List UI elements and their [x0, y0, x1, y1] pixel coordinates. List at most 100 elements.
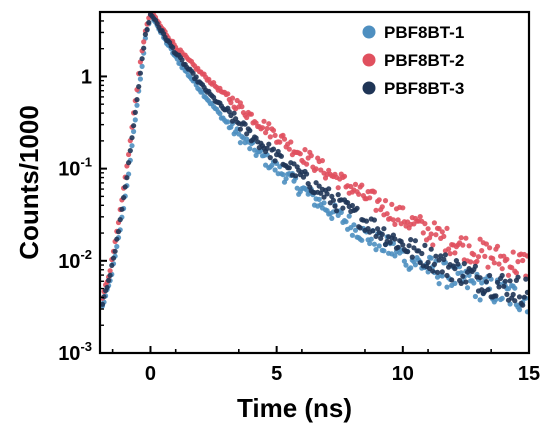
data-point: [449, 277, 455, 283]
data-point: [439, 273, 445, 279]
data-point: [446, 246, 452, 252]
data-point: [460, 273, 466, 279]
x-tick-label: 15: [518, 363, 540, 385]
data-point: [482, 253, 488, 259]
data-point: [392, 236, 398, 242]
data-point: [477, 236, 483, 242]
x-tick-label: 0: [145, 363, 156, 385]
data-point: [436, 281, 442, 287]
data-point: [132, 109, 138, 115]
data-point: [504, 291, 510, 297]
data-point: [491, 260, 497, 266]
data-point: [281, 136, 288, 142]
data-point: [137, 76, 143, 82]
data-point: [487, 245, 493, 251]
data-point: [485, 264, 491, 270]
data-point: [332, 203, 338, 209]
data-point: [136, 84, 142, 90]
data-point: [499, 295, 505, 301]
series-pbf8bt-1: [99, 13, 531, 315]
data-point: [515, 274, 521, 280]
data-point: [458, 280, 464, 286]
data-point: [468, 259, 474, 265]
series-pbf8bt-3: [99, 11, 531, 308]
data-point: [324, 191, 330, 197]
data-point: [460, 242, 466, 248]
data-point: [501, 283, 507, 289]
legend-label: PBF8BT-3: [384, 79, 464, 98]
data-point: [270, 127, 277, 133]
data-point: [434, 269, 441, 275]
data-point: [477, 275, 483, 281]
x-tick-label: 10: [392, 363, 414, 385]
data-point: [381, 226, 387, 232]
data-point: [515, 259, 521, 265]
data-point: [390, 217, 396, 223]
data-point: [357, 225, 363, 231]
data-point: [475, 254, 482, 260]
data-point: [516, 294, 523, 300]
data-point: [114, 243, 120, 250]
data-point: [129, 135, 135, 141]
data-point: [286, 165, 292, 171]
data-point: [403, 262, 409, 268]
data-point: [146, 19, 152, 26]
data-point: [428, 246, 434, 252]
data-point: [405, 249, 411, 255]
data-point: [217, 111, 223, 117]
data-point: [321, 200, 327, 206]
legend-item: PBF8BT-3: [362, 79, 464, 98]
data-point: [267, 134, 273, 140]
data-point: [278, 153, 284, 159]
data-point: [521, 294, 527, 300]
data-point: [193, 74, 199, 80]
data-point: [442, 252, 448, 258]
data-point: [400, 242, 406, 248]
data-point: [417, 260, 423, 266]
data-point: [267, 155, 273, 161]
data-point: [512, 285, 518, 291]
data-point: [272, 132, 278, 138]
data-point: [430, 268, 436, 274]
data-point: [277, 139, 283, 145]
data-point: [409, 254, 415, 260]
data-point: [485, 287, 491, 293]
y-tick-label: 10-3: [58, 339, 92, 365]
data-point: [370, 228, 376, 234]
data-point: [139, 63, 145, 69]
data-point: [520, 302, 526, 308]
data-point: [493, 293, 499, 299]
data-point: [471, 280, 477, 286]
data-point: [494, 243, 501, 249]
data-point: [472, 293, 478, 300]
data-point: [408, 237, 414, 243]
data-point: [107, 268, 113, 274]
data-point: [504, 256, 510, 262]
data-point: [237, 126, 243, 132]
data-point: [329, 193, 335, 199]
data-point: [428, 255, 434, 261]
data-point: [368, 236, 374, 242]
data-point: [321, 194, 327, 200]
data-point: [367, 195, 373, 201]
legend-marker: [362, 53, 376, 67]
data-point: [373, 233, 379, 239]
data-point: [300, 174, 307, 180]
data-point: [375, 226, 381, 232]
data-point: [326, 167, 332, 173]
data-point: [376, 197, 382, 203]
data-point: [417, 214, 423, 220]
data-point: [343, 219, 349, 225]
data-point: [373, 207, 379, 213]
data-point: [505, 272, 512, 278]
data-point: [346, 213, 352, 219]
data-point: [436, 226, 442, 232]
data-point: [131, 123, 137, 129]
data-point: [359, 237, 365, 243]
series-layer: [99, 11, 531, 315]
y-axis-title: Counts/1000: [14, 105, 44, 260]
legend: PBF8BT-1 PBF8BT-2 PBF8BT-3: [362, 23, 464, 98]
data-point: [395, 217, 401, 223]
data-point: [523, 276, 529, 282]
